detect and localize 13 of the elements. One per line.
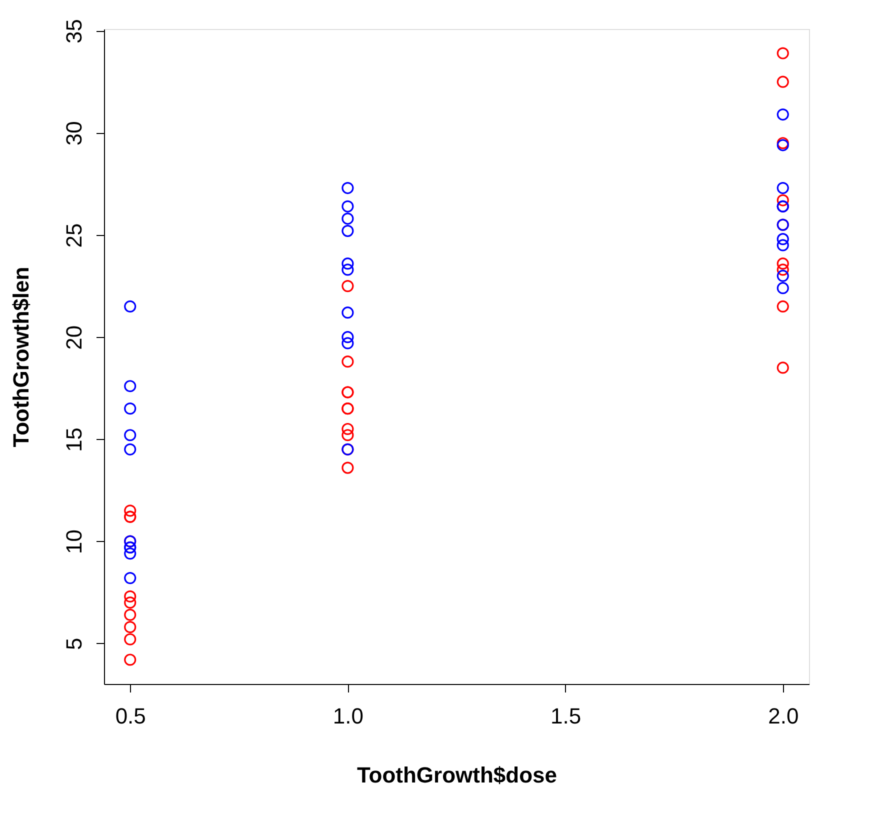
x-tick-label: 0.5: [115, 704, 146, 728]
x-tick-label: 2.0: [768, 704, 799, 728]
y-tick-label: 15: [62, 427, 86, 452]
y-tick-label: 10: [62, 530, 86, 554]
x-tick-label: 1.5: [550, 704, 582, 728]
y-tick-label: 25: [62, 223, 86, 248]
y-tick-label: 35: [62, 19, 86, 44]
y-tick-label: 5: [62, 638, 86, 650]
x-axis-title: ToothGrowth$dose: [356, 762, 558, 788]
y-tick-label: 30: [62, 121, 86, 146]
x-tick-label: 1.0: [332, 704, 364, 728]
y-tick-label: 20: [62, 325, 86, 350]
y-axis-title: ToothGrowth$len: [8, 266, 34, 448]
